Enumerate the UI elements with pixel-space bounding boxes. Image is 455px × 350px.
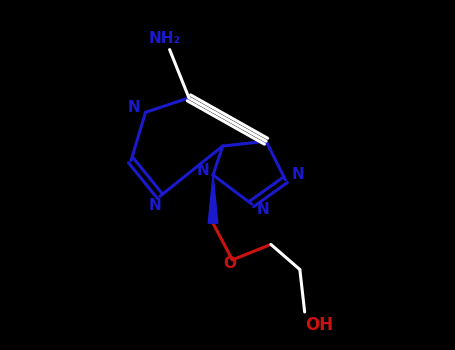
Text: N: N xyxy=(127,100,140,115)
Text: N: N xyxy=(292,168,304,182)
Text: NH₂: NH₂ xyxy=(149,30,181,46)
Text: O: O xyxy=(223,256,236,271)
Text: N: N xyxy=(257,202,269,217)
Text: N: N xyxy=(149,198,162,214)
Text: N: N xyxy=(197,163,210,178)
Text: OH: OH xyxy=(305,316,333,335)
Polygon shape xyxy=(208,175,218,223)
